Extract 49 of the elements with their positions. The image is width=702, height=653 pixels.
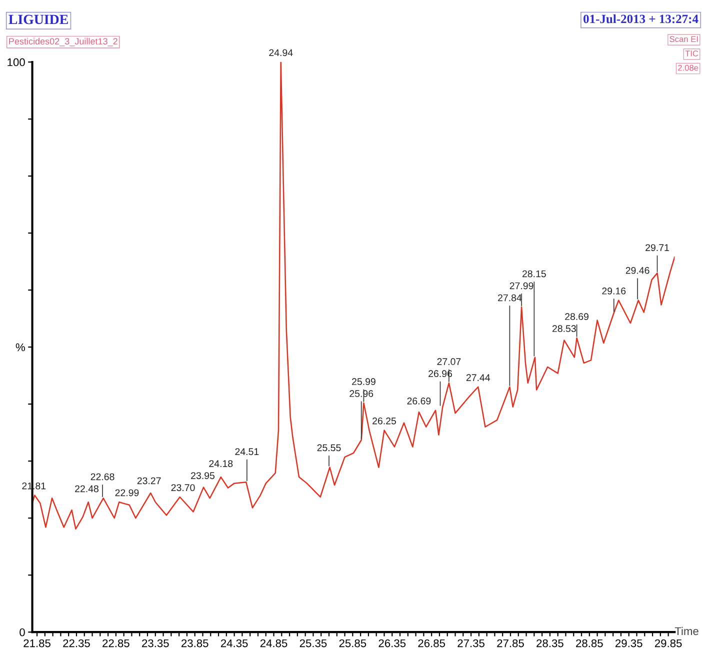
x-tick-label: 25.35 <box>300 639 327 648</box>
annotation: 23.70 <box>171 484 195 492</box>
y-tick-label: % <box>16 343 25 352</box>
x-tick-label: 27.35 <box>458 639 484 648</box>
annotation: 29.46 <box>626 266 650 274</box>
x-tick-label: 23.35 <box>142 639 169 648</box>
annotation: 28.53 <box>552 325 576 332</box>
text: 01-Jul-2013 + 13:27:4 <box>584 14 698 24</box>
annotation: 28.15 <box>522 270 546 278</box>
y-tick-label: 0 <box>20 628 25 636</box>
annotation: 25.99 <box>352 378 376 386</box>
x-tick-label: 28.35 <box>536 639 564 648</box>
annotation: 22.99 <box>115 489 139 496</box>
annotation: 27.99 <box>510 282 534 290</box>
annotation: 23.27 <box>137 477 161 484</box>
x-tick-label: 26.35 <box>378 639 406 648</box>
x-tick-label: 26.85 <box>418 639 446 648</box>
annotation: 26.69 <box>407 398 431 404</box>
x-tick-label: 25.85 <box>339 639 366 648</box>
x-tick-label: 27.85 <box>497 639 524 648</box>
x-tick-label: 22.85 <box>102 639 130 648</box>
x-tick-label: 21.85 <box>24 639 50 648</box>
annotation: 29.71 <box>646 244 669 252</box>
annotation: 23.95 <box>191 472 214 480</box>
annotation: 24.18 <box>209 460 233 468</box>
annotation: 25.55 <box>317 444 341 452</box>
text: TIC <box>685 50 698 56</box>
x-tick-label: 23.85 <box>182 639 208 648</box>
text: 2.08e <box>678 64 698 71</box>
annotation: 27.44 <box>466 374 490 381</box>
chart-subtitle: Pesticides02_3_Juillet13_2 <box>9 38 118 46</box>
annotation: 22.68 <box>90 473 114 480</box>
x-axis-title: Time <box>674 626 698 636</box>
annotation: 24.94 <box>269 49 293 56</box>
annotation: 29.16 <box>602 288 626 294</box>
y-tick-label: 100 <box>8 58 25 66</box>
annotation: 27.07 <box>437 358 461 366</box>
annotation: 22.48 <box>75 485 98 492</box>
x-tick-label: 24.85 <box>260 639 288 648</box>
x-tick-label: 24.35 <box>220 639 248 648</box>
text: Scan EI <box>670 36 698 42</box>
x-tick-label: 29.85 <box>654 639 682 648</box>
annotation: 28.69 <box>565 313 588 320</box>
x-tick-label: 22.35 <box>63 639 90 648</box>
annotation: 26.25 <box>372 417 396 424</box>
chart-title: LIGUIDE <box>8 14 68 24</box>
x-tick-label: 29.35 <box>616 639 642 648</box>
annotation: 24.51 <box>235 448 259 456</box>
x-tick-label: 28.85 <box>576 639 603 648</box>
